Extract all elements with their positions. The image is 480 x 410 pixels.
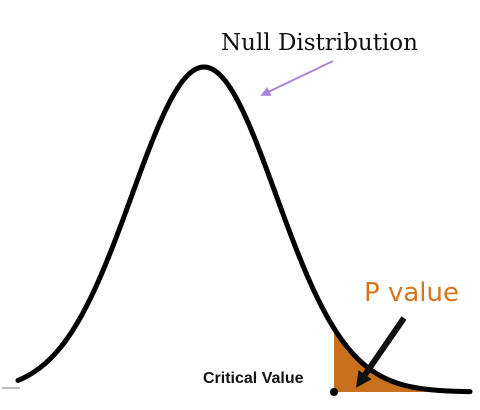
null-distribution-curve — [15, 64, 473, 395]
critical-value-label: Critical Value — [203, 370, 304, 387]
null-distribution-label: Null Distribution — [221, 30, 418, 56]
critical-value-marker — [330, 388, 338, 396]
p-value-arrow — [356, 316, 407, 388]
p-value-label: P value — [364, 278, 459, 308]
null-distribution-arrow — [260, 60, 334, 96]
